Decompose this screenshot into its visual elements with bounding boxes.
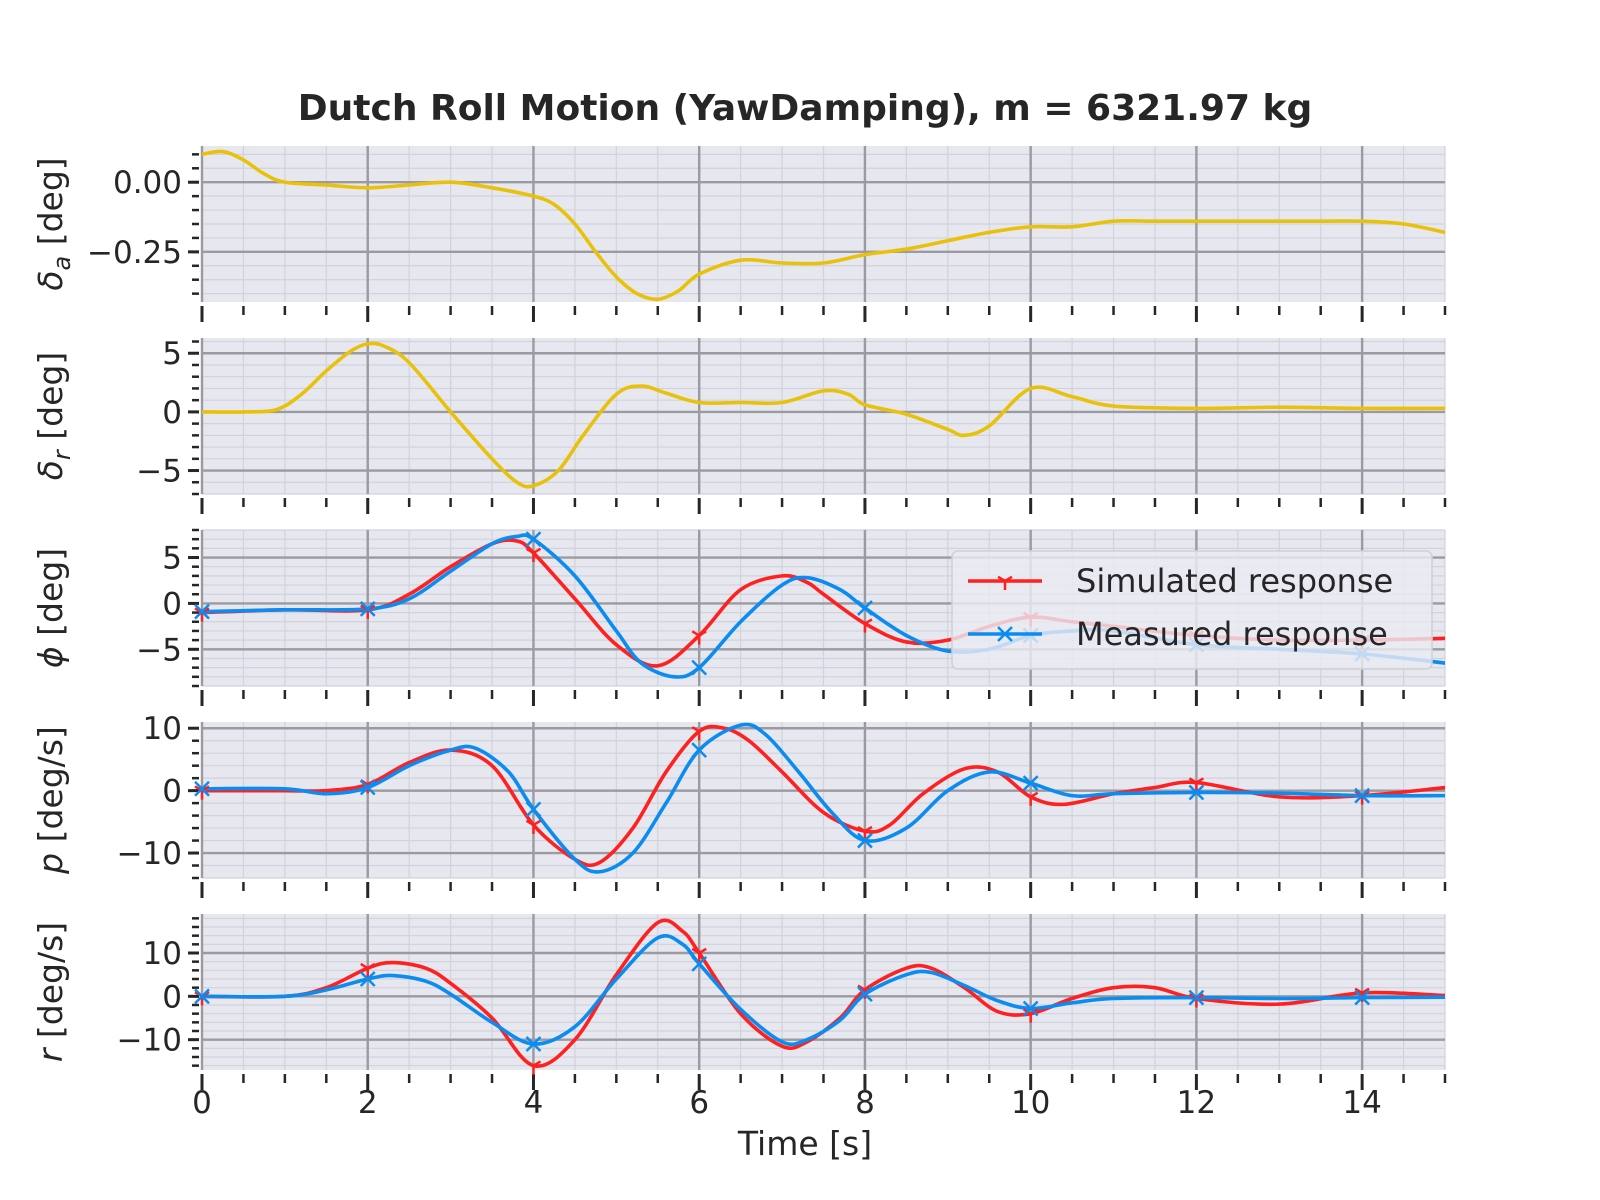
chart-title: Dutch Roll Motion (YawDamping), m = 6321… — [298, 88, 1312, 129]
series-line-input — [202, 149, 1445, 302]
series-group — [202, 149, 1445, 302]
y-tick-label: −0.25 — [87, 235, 182, 271]
y-axis-symbol: δ — [31, 270, 70, 290]
data-point-marker — [857, 986, 873, 1003]
series-group — [202, 341, 1445, 489]
data-point-marker — [857, 832, 873, 849]
y-tick-label: 10 — [143, 936, 182, 972]
x-tick-label: 6 — [689, 1085, 709, 1121]
y-axis-symbol: p — [31, 853, 70, 875]
data-point-marker — [525, 531, 542, 548]
data-point-marker — [857, 600, 873, 616]
y-axis-unit: [deg/s] — [31, 922, 70, 1049]
y-axis-unit: [deg] — [31, 157, 70, 255]
data-point-marker — [1354, 787, 1371, 804]
y-axis-symbol: ϕ — [31, 646, 70, 668]
series-line-measured-response — [202, 934, 1445, 1047]
data-point-marker — [1188, 784, 1205, 801]
series-group — [202, 918, 1445, 1069]
data-point-marker — [691, 947, 707, 962]
y-axis-symbol: r — [31, 1046, 70, 1062]
data-point-marker — [359, 601, 376, 617]
data-point-marker — [691, 726, 707, 741]
data-point-marker — [691, 955, 708, 972]
x-axis-label: Time [s] — [737, 1124, 872, 1163]
y-axis-subscript: a — [48, 256, 76, 271]
y-axis-label: r [deg/s] — [31, 922, 70, 1062]
y-tick-label: 0 — [162, 979, 182, 1015]
data-point-marker — [691, 742, 708, 758]
panel-2: 5 0 −5 δr [deg] — [31, 336, 1447, 514]
x-tick-label: 8 — [855, 1085, 875, 1121]
y-tick-label: 0.00 — [113, 165, 182, 201]
y-axis-unit: [deg] — [31, 352, 70, 450]
x-tick-label: 2 — [358, 1085, 378, 1121]
data-point-marker — [1354, 989, 1371, 1006]
legend-label: Measured response — [1076, 615, 1388, 653]
y-tick-label: 0 — [162, 395, 182, 431]
panel-4: 10 0 −10 p [deg/s] — [31, 711, 1447, 898]
data-point-marker — [525, 819, 542, 834]
y-tick-label: −5 — [136, 454, 182, 490]
legend-label: Simulated response — [1076, 562, 1393, 600]
x-tick-label: 12 — [1177, 1085, 1216, 1121]
y-axis-unit: [deg] — [31, 548, 70, 646]
data-point-marker — [525, 801, 542, 818]
x-tick-label: 10 — [1011, 1085, 1050, 1121]
y-axis-symbol: δ — [31, 460, 70, 480]
data-point-marker — [359, 971, 376, 987]
data-point-marker — [857, 825, 873, 841]
y-axis-label: ϕ [deg] — [31, 548, 70, 668]
data-point-marker — [194, 988, 210, 1005]
y-tick-label: −10 — [117, 836, 182, 872]
data-point-marker — [1188, 777, 1205, 792]
y-tick-label: 5 — [162, 541, 182, 577]
data-point-marker — [359, 779, 376, 796]
series-line-simulated-response — [202, 918, 1445, 1069]
y-axis-label: δr [deg] — [31, 352, 76, 481]
data-point-marker — [691, 630, 707, 645]
data-point-marker — [1022, 1000, 1039, 1017]
data-point-marker — [194, 780, 210, 797]
legend-box — [951, 550, 1433, 670]
y-tick-label: 0 — [162, 774, 182, 810]
x-tick-labels: 0 2 4 6 8 10 12 14 — [192, 1085, 1382, 1121]
data-point-marker — [194, 603, 210, 620]
legend-marker — [997, 575, 1013, 590]
x-tick-label: 4 — [524, 1085, 544, 1121]
y-axis-label: p [deg/s] — [31, 726, 70, 875]
y-tick-label: 10 — [143, 711, 182, 747]
data-point-marker — [1022, 775, 1039, 792]
data-point-marker — [525, 1060, 542, 1075]
y-axis-label: δa [deg] — [31, 157, 76, 290]
y-tick-label: 0 — [162, 586, 182, 622]
chart-legend: Simulated response Measured response — [951, 550, 1433, 670]
y-axis-unit: [deg/s] — [31, 726, 70, 853]
data-point-marker — [1023, 791, 1039, 806]
x-tick-label: 14 — [1342, 1085, 1381, 1121]
data-point-marker — [525, 1036, 542, 1052]
data-point-marker — [857, 618, 873, 633]
data-point-marker — [525, 547, 542, 562]
panel-5: 10 0 −10 r [deg/s] — [31, 914, 1447, 1090]
data-point-marker — [691, 659, 708, 676]
series-line-measured-response — [202, 722, 1445, 874]
series-group — [202, 722, 1445, 874]
legend-marker — [997, 626, 1013, 642]
data-point-marker — [1188, 989, 1205, 1006]
y-axis-subscript: r — [48, 448, 76, 460]
series-line-input — [202, 341, 1445, 489]
y-tick-label: 5 — [162, 336, 182, 372]
y-tick-label: −10 — [117, 1023, 182, 1059]
panel-1: 0.00 −0.25 δa [deg] — [31, 146, 1447, 322]
data-point-marker — [360, 962, 376, 978]
y-tick-label: −5 — [136, 632, 182, 668]
x-tick-label: 0 — [192, 1085, 212, 1121]
